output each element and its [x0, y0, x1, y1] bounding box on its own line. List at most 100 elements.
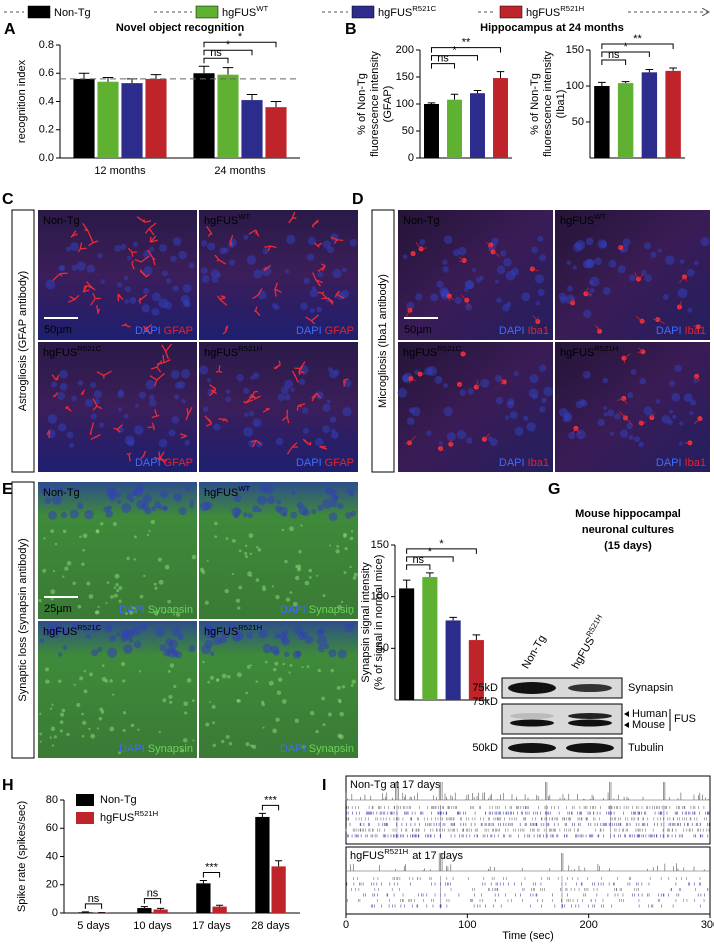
raster-row — [346, 822, 710, 827]
legend-swatch — [351, 5, 375, 19]
synapsin-puncta — [268, 680, 274, 686]
synapsin-puncta — [272, 667, 277, 672]
error-bar — [450, 93, 459, 100]
astrocyte — [139, 269, 150, 278]
synapsin-puncta — [339, 711, 345, 717]
nucleus — [180, 369, 191, 379]
synapsin-puncta — [205, 722, 210, 727]
nucleus — [439, 287, 449, 297]
nucleus — [216, 272, 222, 278]
nucleus — [57, 624, 63, 630]
astrocyte — [113, 424, 123, 433]
microglia-process — [650, 412, 655, 418]
nucleus — [700, 237, 710, 247]
error-bar — [427, 102, 436, 104]
synapsin-puncta — [249, 575, 252, 578]
nucleus — [502, 303, 510, 312]
nucleus — [188, 644, 196, 653]
stain-name: DAPI — [280, 743, 306, 755]
astrocyte — [251, 439, 262, 448]
nucleus — [273, 649, 280, 656]
nucleus — [149, 399, 157, 407]
raster-title-part: hgFUS — [350, 850, 384, 862]
nucleus — [172, 285, 179, 292]
synapsin-puncta — [182, 738, 188, 743]
nucleus — [495, 396, 504, 405]
synapsin-puncta — [118, 599, 122, 603]
nucleus — [471, 268, 476, 273]
synapsin-puncta — [99, 521, 104, 526]
microglia-process — [531, 265, 540, 272]
nucleus — [454, 296, 462, 305]
nucleus — [585, 237, 594, 246]
significance-label: * — [238, 31, 243, 43]
nucleus — [674, 364, 682, 372]
stain-name: DAPI — [119, 743, 145, 755]
band-pointer — [624, 711, 629, 717]
nucleus — [650, 251, 657, 258]
synapsin-puncta — [249, 664, 252, 667]
astrocyte — [151, 409, 160, 419]
error-bar — [222, 67, 234, 75]
nucleus — [159, 244, 168, 252]
nucleus — [178, 250, 187, 260]
synapsin-puncta — [278, 677, 283, 682]
nucleus — [177, 633, 184, 640]
scale-bar-label: 25µm — [44, 603, 72, 615]
tile-label-part: WT — [594, 212, 606, 221]
nucleus — [114, 491, 121, 498]
legend-label-part: hgFUS — [100, 812, 134, 824]
y-tick-label: 60 — [46, 822, 58, 834]
nucleus — [70, 242, 79, 252]
synapsin-puncta — [301, 666, 304, 669]
nucleus — [151, 292, 161, 302]
bar — [424, 104, 439, 158]
synapsin-puncta — [118, 586, 123, 591]
stain-name: Synapsin — [148, 604, 193, 616]
nucleus — [494, 279, 499, 284]
nucleus — [263, 484, 274, 495]
nucleus — [324, 643, 330, 650]
nucleus — [589, 276, 600, 287]
synapsin-puncta — [255, 578, 260, 582]
nucleus — [567, 285, 574, 292]
chart-title: Novel object recognition — [116, 22, 245, 34]
error-bar — [140, 906, 148, 909]
synapsin-puncta — [64, 566, 69, 571]
synapsin-puncta — [306, 665, 310, 668]
band — [568, 719, 612, 727]
astrocyte — [206, 225, 213, 237]
synapsin-puncta — [204, 600, 209, 605]
nucleus — [257, 508, 262, 513]
nucleus — [170, 255, 177, 262]
synapsin-puncta — [167, 599, 171, 604]
nucleus — [564, 413, 573, 422]
synapsin-puncta — [212, 721, 216, 725]
astrocyte — [156, 354, 171, 365]
microglia-process — [623, 353, 631, 364]
synapsin-puncta — [256, 545, 259, 549]
nucleus — [175, 651, 183, 659]
synapsin-puncta — [81, 734, 85, 738]
synapsin-puncta — [284, 559, 288, 564]
synapsin-puncta — [73, 683, 76, 686]
synapsin-puncta — [38, 598, 42, 603]
nucleus — [657, 248, 662, 253]
tile-label-part: hgFUS — [204, 215, 238, 227]
significance-bracket — [431, 47, 501, 53]
nucleus — [45, 279, 56, 290]
nucleus — [139, 622, 148, 631]
bar — [255, 816, 270, 913]
astrocyte — [250, 393, 261, 401]
panel-letter: A — [4, 21, 16, 38]
nucleus — [58, 423, 67, 432]
astrocyte — [273, 360, 281, 370]
nucleus — [199, 365, 209, 375]
microglia-process — [532, 314, 539, 322]
band — [568, 684, 612, 692]
nucleus — [322, 425, 330, 434]
nucleus — [76, 261, 86, 271]
microglia-process — [483, 433, 490, 440]
nucleus — [86, 264, 95, 273]
error-bar — [270, 101, 282, 108]
